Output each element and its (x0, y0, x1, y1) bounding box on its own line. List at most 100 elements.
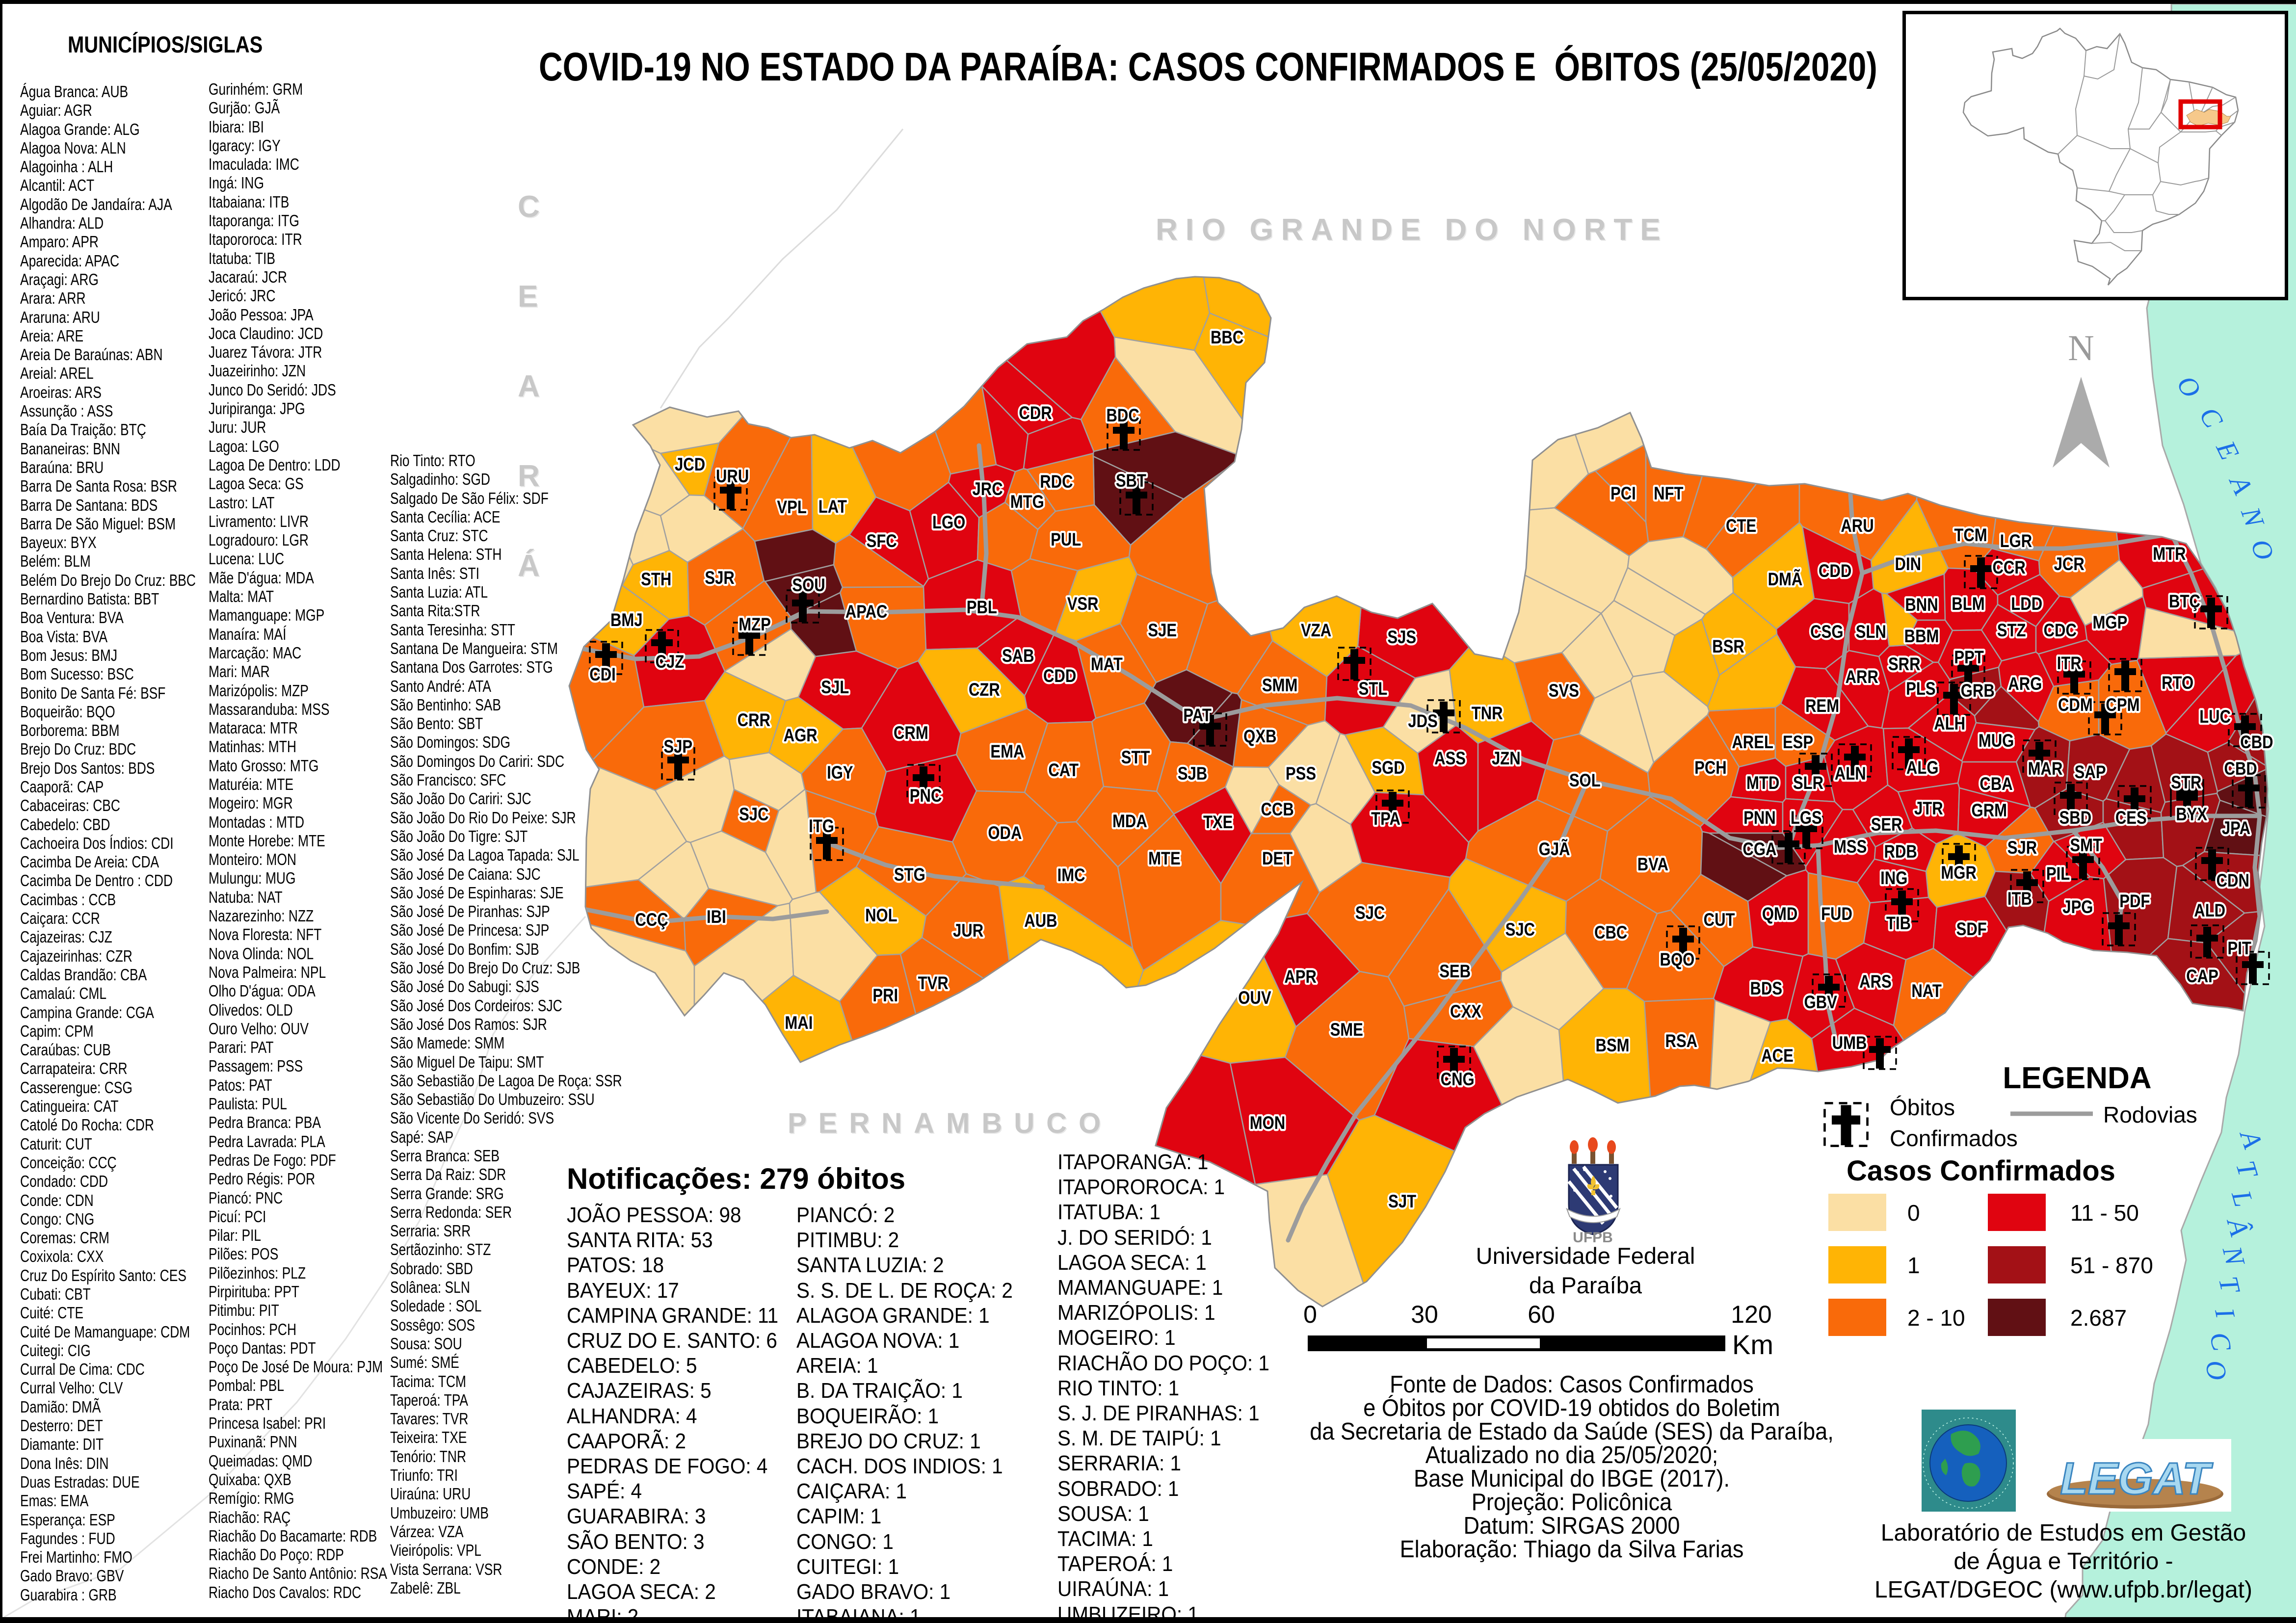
svg-text:ESP: ESP (1783, 733, 1813, 753)
svg-text:QMD: QMD (1762, 904, 1797, 924)
svg-text:SJE: SJE (1148, 621, 1177, 641)
svg-text:GRM: GRM (1972, 801, 2007, 821)
svg-text:TCM: TCM (1954, 525, 1987, 546)
svg-text:PCI: PCI (1610, 484, 1636, 504)
svg-text:PPT: PPT (1954, 648, 1984, 668)
svg-text:SME: SME (1330, 1020, 1363, 1040)
svg-text:51 - 870: 51 - 870 (2070, 1253, 2153, 1278)
svg-text:SJC: SJC (1355, 903, 1385, 923)
svg-text:APAC: APAC (845, 602, 888, 622)
svg-text:IGY: IGY (827, 763, 853, 783)
svg-text:CSG: CSG (1810, 622, 1843, 642)
svg-text:VPL: VPL (777, 497, 806, 518)
svg-text:CDI: CDI (589, 665, 616, 685)
svg-text:CAP: CAP (2186, 967, 2218, 987)
svg-text:APR: APR (1284, 967, 1317, 987)
svg-text:CRR: CRR (738, 710, 770, 731)
svg-text:JCD: JCD (675, 455, 705, 475)
svg-text:ARS: ARS (1859, 972, 1892, 992)
svg-text:CAT: CAT (1048, 760, 1079, 781)
svg-text:MAI: MAI (785, 1013, 813, 1033)
svg-text:SAP: SAP (2075, 762, 2106, 783)
svg-text:IBI: IBI (707, 907, 726, 927)
svg-text:RTO: RTO (2162, 673, 2193, 693)
svg-text:CUT: CUT (1704, 910, 1735, 930)
svg-text:MAR: MAR (2028, 759, 2063, 779)
svg-text:SEB: SEB (1439, 962, 1471, 982)
svg-text:AUB: AUB (1024, 911, 1057, 931)
svg-text:CNG: CNG (1441, 1070, 1475, 1090)
svg-text:Casos Confirmados: Casos Confirmados (1847, 1155, 2115, 1187)
svg-text:URU: URU (716, 467, 749, 487)
svg-text:CCB: CCB (1261, 800, 1293, 820)
svg-text:BNN: BNN (1905, 595, 1938, 615)
svg-text:ARU: ARU (1841, 516, 1874, 536)
svg-text:LUC: LUC (2199, 707, 2231, 727)
svg-text:N: N (2068, 328, 2094, 368)
svg-text:MAT: MAT (1091, 654, 1123, 675)
svg-text:BSM: BSM (1596, 1036, 1630, 1056)
svg-text:JDS: JDS (1408, 711, 1437, 732)
svg-text:SGD: SGD (1372, 758, 1404, 778)
svg-text:SMT: SMT (2070, 836, 2102, 856)
svg-text:AGR: AGR (784, 726, 818, 746)
svg-text:OUV: OUV (1238, 988, 1271, 1008)
svg-text:BMJ: BMJ (610, 610, 643, 630)
svg-text:ITB: ITB (2007, 889, 2032, 909)
svg-text:CGA: CGA (1742, 839, 1776, 860)
svg-text:SER: SER (1871, 815, 1902, 835)
svg-text:11 - 50: 11 - 50 (2070, 1200, 2139, 1226)
svg-text:UMB: UMB (1832, 1033, 1867, 1053)
svg-text:Rodovias: Rodovias (2103, 1102, 2197, 1127)
svg-text:120: 120 (1731, 1301, 1771, 1328)
svg-text:TPA: TPA (1371, 809, 1400, 829)
svg-text:CBA: CBA (1979, 774, 2012, 794)
svg-text:LGO: LGO (932, 513, 965, 533)
svg-text:LDD: LDD (2011, 594, 2042, 614)
svg-text:SBD: SBD (2059, 808, 2092, 828)
svg-text:Óbitos: Óbitos (1890, 1095, 1955, 1120)
svg-text:BLM: BLM (1952, 594, 1984, 614)
svg-text:SMM: SMM (1262, 676, 1297, 696)
svg-text:PIL: PIL (2046, 864, 2070, 884)
svg-text:UFPB: UFPB (1573, 1230, 1613, 1246)
svg-text:MTR: MTR (2153, 544, 2186, 564)
svg-text:ARR: ARR (1846, 667, 1878, 687)
svg-text:NOL: NOL (865, 906, 897, 926)
svg-text:DIN: DIN (1895, 554, 1922, 575)
svg-text:MZP: MZP (739, 615, 771, 635)
svg-text:BTÇ: BTÇ (2169, 592, 2200, 612)
svg-text:CXX: CXX (1450, 1002, 1481, 1022)
svg-text:QXB: QXB (1243, 727, 1276, 747)
svg-text:BDC: BDC (1106, 406, 1139, 426)
svg-text:CZR: CZR (969, 680, 1000, 700)
svg-text:JTR: JTR (1914, 799, 1943, 819)
svg-text:LEGAT: LEGAT (2060, 1454, 2214, 1504)
svg-text:SLR: SLR (1793, 773, 1823, 793)
svg-text:PSS: PSS (1286, 764, 1316, 784)
svg-text:EMA: EMA (990, 742, 1024, 762)
svg-text:SVS: SVS (1549, 681, 1579, 701)
svg-text:ITG: ITG (809, 816, 834, 837)
svg-text:CCÇ: CCÇ (635, 910, 668, 930)
svg-text:2 - 10: 2 - 10 (1907, 1305, 1965, 1331)
svg-text:STL: STL (1359, 679, 1388, 699)
svg-text:CDD: CDD (1819, 561, 1851, 581)
svg-text:GBV: GBV (1804, 993, 1838, 1013)
svg-text:BSR: BSR (1712, 637, 1744, 657)
svg-text:ALD: ALD (2194, 901, 2225, 921)
svg-text:BBC: BBC (1211, 328, 1243, 348)
svg-text:VSR: VSR (1067, 594, 1099, 614)
svg-text:CDN: CDN (2217, 871, 2249, 891)
svg-text:JUR: JUR (953, 921, 983, 941)
svg-text:ALH: ALH (1934, 714, 1965, 734)
svg-text:VZA: VZA (1301, 621, 1331, 641)
svg-text:STR: STR (2171, 773, 2201, 793)
svg-text:PCH: PCH (1694, 758, 1727, 778)
svg-text:TIB: TIB (1886, 914, 1911, 934)
svg-text:ACE: ACE (1761, 1046, 1794, 1066)
svg-text:SAB: SAB (1002, 646, 1034, 666)
svg-text:ARG: ARG (2008, 674, 2042, 694)
svg-text:SOU: SOU (792, 576, 825, 596)
svg-text:PDF: PDF (2119, 891, 2150, 912)
